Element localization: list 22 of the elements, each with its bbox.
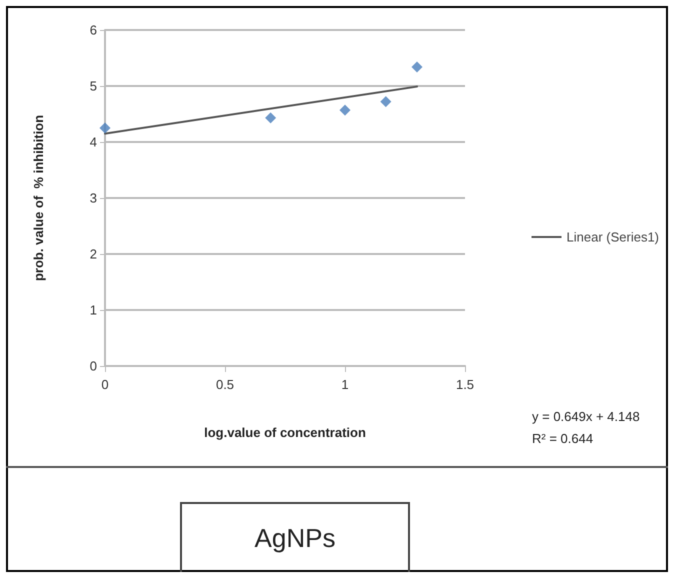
y-tick-label: 1 [90,302,97,318]
y-tick-label: 6 [90,22,97,38]
legend-label: Linear (Series1) [566,230,660,244]
x-tick-label: 0 [101,377,109,392]
y-tick-label: 4 [90,134,97,150]
text: AgNPs [180,502,410,572]
y-tick-label: 0 [90,358,97,374]
text: R² = 0.644 [532,431,594,446]
point [340,104,350,116]
y-tick-label: 3 [90,190,97,206]
x-tick-label: 1.5 [456,377,474,392]
x-tick-label: 0.5 [216,377,234,392]
text: y = 0.649x + 4.148 [532,409,640,424]
x-tick-label: 1 [341,377,349,392]
y-tick-label: 5 [90,78,97,94]
x-axis-title: log.value of concentration [204,425,366,440]
point [265,112,276,124]
point [100,122,110,134]
point [380,96,392,108]
y-tick-label: 2 [90,246,97,262]
y-axis-title: prob. value of % inhibition [31,114,46,282]
point [412,61,422,72]
